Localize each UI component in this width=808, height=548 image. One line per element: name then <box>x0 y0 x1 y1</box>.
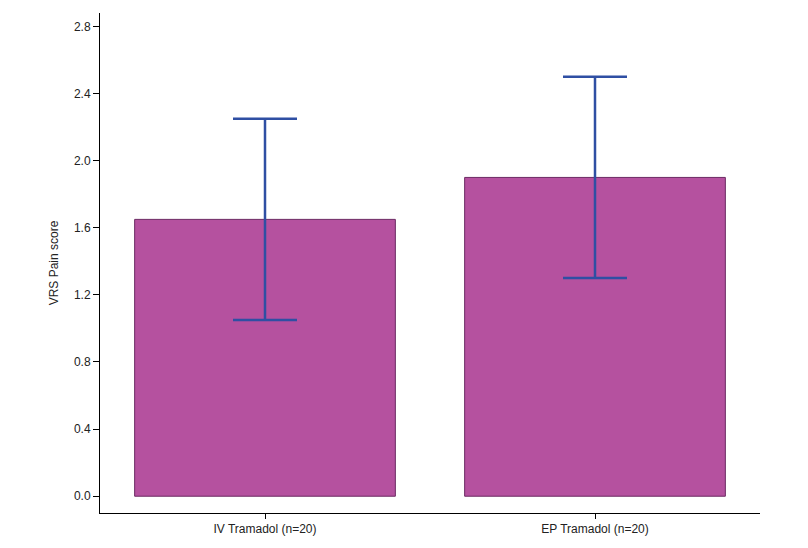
svg-text:0.4: 0.4 <box>74 422 91 436</box>
svg-text:EP Tramadol (n=20): EP Tramadol (n=20) <box>541 522 649 536</box>
svg-text:2.4: 2.4 <box>74 87 91 101</box>
svg-text:IV Tramadol (n=20): IV Tramadol (n=20) <box>213 522 316 536</box>
svg-text:VRS Pain score: VRS Pain score <box>47 220 61 305</box>
svg-text:2.8: 2.8 <box>74 20 91 34</box>
svg-text:1.6: 1.6 <box>74 221 91 235</box>
svg-text:0.8: 0.8 <box>74 355 91 369</box>
svg-text:1.2: 1.2 <box>74 288 91 302</box>
svg-text:2.0: 2.0 <box>74 154 91 168</box>
svg-text:0.0: 0.0 <box>74 489 91 503</box>
